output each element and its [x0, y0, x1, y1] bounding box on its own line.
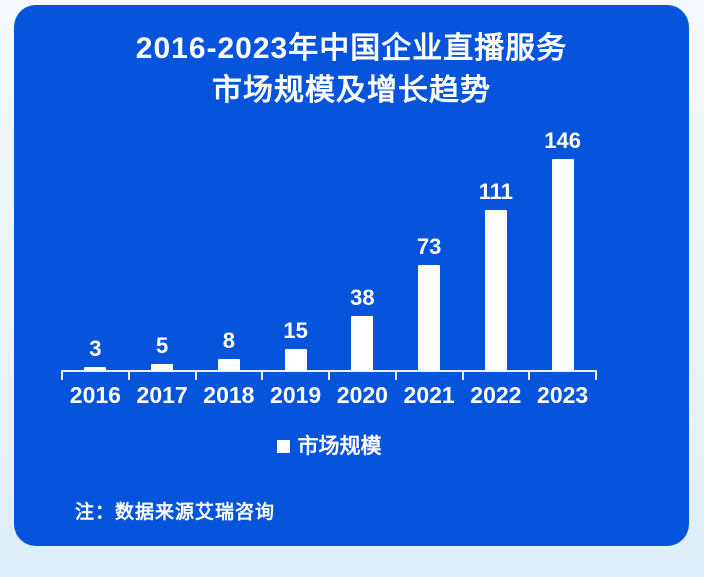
bar-2018 — [217, 359, 240, 371]
x-axis-tick — [328, 372, 330, 380]
legend-label: 市场规模 — [297, 435, 382, 458]
chart-title-line2: 市场规模及增长趋势 — [212, 74, 491, 107]
chart-title-line1: 2016-2023年中国企业直播服务 — [135, 32, 568, 65]
x-tick-label-2019: 2019 — [270, 382, 322, 408]
chart-title: 2016-2023年中国企业直播服务 市场规模及增长趋势 — [14, 28, 689, 112]
x-axis-tick — [261, 372, 264, 380]
bar-slot-2016: 3 — [62, 338, 129, 371]
bar-slot-2018: 8 — [196, 330, 263, 371]
bar-slot-2023: 146 — [529, 130, 596, 371]
x-tick-label-2022: 2022 — [470, 382, 522, 408]
bar-2016 — [84, 367, 107, 371]
bar-slot-2019: 15 — [262, 320, 329, 371]
x-axis-ticks — [61, 372, 597, 380]
bar-2023 — [551, 159, 574, 371]
x-axis-tick — [394, 372, 397, 380]
source-note: 注：数据来源艾瑞咨询 — [75, 502, 276, 523]
x-tick-label-2016: 2016 — [69, 382, 121, 408]
bar-slot-2021: 73 — [396, 236, 463, 371]
x-axis-tick — [194, 372, 197, 380]
bar-2021 — [418, 265, 441, 371]
bar-value-label: 8 — [222, 328, 235, 353]
bar-value-label: 73 — [416, 234, 442, 259]
bar-2022 — [484, 210, 507, 371]
bar-value-label: 3 — [89, 336, 102, 361]
bar-value-label: 15 — [283, 318, 308, 343]
x-tick-label-2023: 2023 — [537, 382, 589, 408]
bar-2020 — [351, 316, 374, 371]
bar-series: 3 5 8 15 38 73 111 146 — [62, 125, 596, 371]
x-axis-tick — [528, 372, 531, 380]
x-tick-label-2020: 2020 — [336, 382, 388, 408]
x-axis-tick — [61, 372, 63, 380]
bar-value-label: 5 — [156, 333, 169, 358]
bar-value-label: 111 — [478, 179, 514, 204]
x-axis-tick — [461, 372, 464, 380]
x-axis-tick — [127, 372, 130, 380]
x-tick-label-2018: 2018 — [203, 382, 255, 408]
bar-2019 — [284, 349, 307, 371]
bar-slot-2020: 38 — [329, 287, 396, 371]
x-tick-label-2021: 2021 — [403, 382, 455, 408]
x-tick-label-2017: 2017 — [136, 382, 188, 408]
bar-value-label: 38 — [350, 285, 375, 310]
x-axis-tick — [595, 372, 597, 380]
bar-chart-plot: 3 5 8 15 38 73 111 146 2016 2017 2018 2019 2020 2021… — [61, 125, 597, 407]
bar-value-label: 146 — [544, 128, 581, 153]
chart-card: 2016-2023年中国企业直播服务 市场规模及增长趋势 3 5 8 15 38 73 11… — [14, 5, 689, 546]
legend-square-icon — [276, 440, 290, 453]
x-axis-line — [61, 370, 597, 372]
bar-slot-2017: 5 — [129, 335, 196, 371]
bar-slot-2022: 111 — [463, 181, 530, 371]
legend: 市场规模 — [62, 436, 596, 457]
bar-2017 — [151, 364, 174, 371]
x-axis-labels: 2016 2017 2018 2019 2020 2021 2022 2023 — [62, 384, 596, 407]
